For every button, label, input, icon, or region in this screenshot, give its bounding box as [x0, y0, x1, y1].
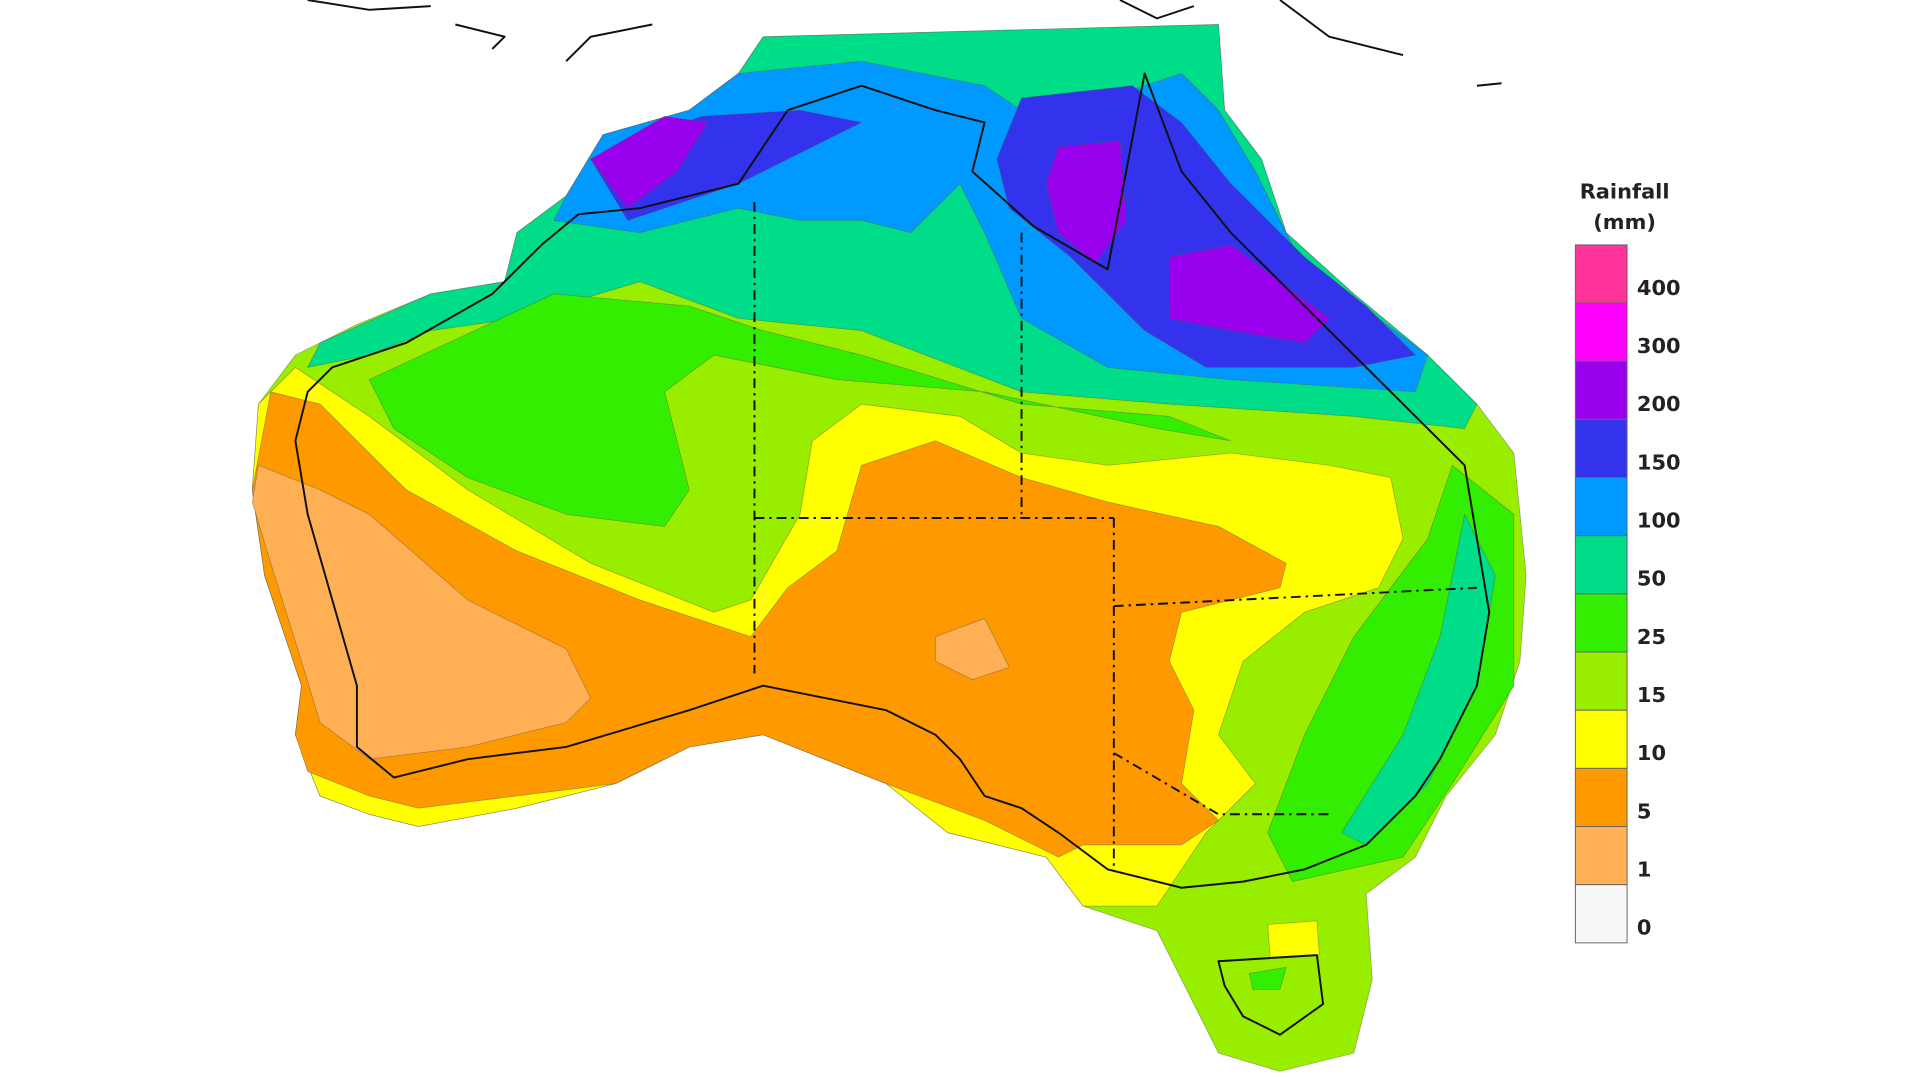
legend-swatch: [1574, 826, 1628, 886]
region-5: [251, 391, 1287, 858]
legend-label: 50: [1637, 567, 1666, 591]
legend-swatch: [1574, 593, 1628, 653]
legend-label: 10: [1637, 741, 1666, 765]
region-1: [935, 617, 1010, 680]
tasmania-coastline: [1217, 954, 1325, 1036]
legend-swatch: [1574, 651, 1628, 711]
rainfall-regions: [251, 24, 1527, 1072]
legend-label: 150: [1637, 450, 1681, 474]
region-25: [1267, 464, 1515, 883]
legend-swatch: [1574, 477, 1628, 537]
legend-label: 0: [1637, 916, 1652, 940]
region-200: [590, 115, 709, 209]
legend-label: 300: [1637, 334, 1681, 358]
legend-label: 200: [1637, 392, 1681, 416]
region-10: [1267, 920, 1320, 958]
legend-title: Rainfall: [1580, 179, 1670, 203]
legend-swatch: [1574, 709, 1628, 769]
state-borders: [753, 202, 1477, 870]
island-outlines: [307, 0, 1502, 87]
region-200: [1168, 244, 1330, 344]
region-1: [251, 464, 592, 760]
coastline: [294, 72, 1491, 889]
legend-label: 5: [1637, 799, 1652, 823]
region-25: [368, 293, 1231, 527]
legend-label: 100: [1637, 508, 1681, 532]
legend-swatch: [1574, 884, 1628, 944]
legend-swatch: [1574, 418, 1628, 479]
legend-swatch: [1574, 767, 1628, 828]
legend-label: 15: [1637, 683, 1666, 707]
legend-label: 1: [1637, 857, 1652, 881]
legend-swatch: [1574, 244, 1628, 304]
legend-swatch: [1574, 302, 1628, 362]
legend-swatch: [1574, 535, 1628, 595]
legend-unit: (mm): [1593, 210, 1656, 234]
legend-label: 400: [1637, 276, 1681, 300]
legend-swatch: [1574, 360, 1628, 420]
region-25: [1248, 966, 1287, 990]
legend-label: 25: [1637, 625, 1666, 649]
